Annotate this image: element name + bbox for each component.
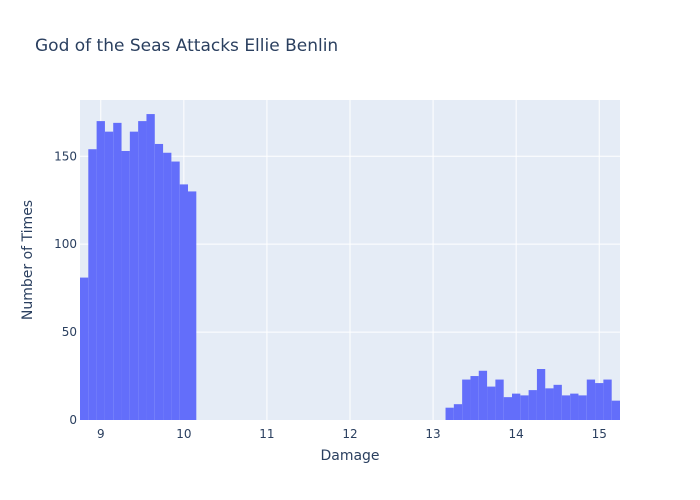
histogram-bar[interactable]	[503, 397, 512, 420]
histogram-bar[interactable]	[113, 122, 122, 420]
histogram-bar[interactable]	[611, 400, 620, 420]
histogram-bar[interactable]	[561, 395, 571, 420]
histogram-bar[interactable]	[453, 404, 463, 420]
x-axis-ticks: 9 10 11 12 13 14 15	[97, 427, 607, 441]
histogram-bar[interactable]	[179, 184, 188, 420]
histogram-bar[interactable]	[586, 379, 596, 420]
histogram-bar[interactable]	[470, 376, 479, 420]
y-axis-label: Number of Times	[20, 200, 36, 320]
histogram-bar[interactable]	[603, 379, 612, 420]
histogram-bar[interactable]	[536, 369, 546, 420]
histogram-bar[interactable]	[121, 150, 130, 420]
histogram-bar[interactable]	[545, 388, 554, 420]
histogram-bar[interactable]	[163, 152, 172, 420]
histogram-bar[interactable]	[495, 379, 504, 420]
histogram-bar[interactable]	[96, 121, 105, 420]
histogram-bar[interactable]	[146, 114, 155, 421]
histogram-bar[interactable]	[512, 393, 521, 420]
chart-title: God of the Seas Attacks Ellie Benlin	[35, 36, 338, 56]
x-tick-label: 14	[509, 427, 524, 441]
histogram-bar[interactable]	[478, 370, 488, 420]
histogram-bar[interactable]	[570, 393, 579, 420]
histogram-bar[interactable]	[80, 277, 89, 420]
histogram-bar[interactable]	[88, 149, 97, 420]
histogram-bar[interactable]	[462, 379, 471, 420]
histogram-bar[interactable]	[487, 386, 496, 420]
x-axis-label: Damage	[320, 448, 379, 464]
y-tick-label: 150	[54, 149, 77, 163]
y-tick-label: 0	[69, 413, 77, 427]
x-tick-label: 12	[342, 427, 357, 441]
bars-group	[80, 114, 620, 421]
x-tick-label: 10	[176, 427, 191, 441]
histogram-bar[interactable]	[595, 383, 604, 420]
x-tick-label: 11	[259, 427, 274, 441]
histogram-bar[interactable]	[528, 390, 537, 420]
y-tick-label: 50	[62, 325, 77, 339]
x-tick-label: 15	[592, 427, 607, 441]
x-tick-label: 9	[97, 427, 105, 441]
histogram-bar[interactable]	[578, 395, 587, 420]
histogram-bar[interactable]	[171, 161, 180, 421]
histogram-bar[interactable]	[520, 395, 529, 420]
histogram-bar[interactable]	[553, 384, 562, 420]
x-tick-label: 13	[425, 427, 440, 441]
y-tick-label: 100	[54, 237, 77, 251]
histogram-bar[interactable]	[188, 191, 197, 420]
histogram-bar[interactable]	[104, 131, 114, 420]
histogram-bar[interactable]	[154, 143, 164, 420]
histogram-bar[interactable]	[138, 121, 147, 420]
histogram-bar[interactable]	[445, 407, 454, 420]
y-axis-ticks: 0 50 100 150	[54, 149, 77, 427]
histogram-bar[interactable]	[129, 131, 139, 420]
